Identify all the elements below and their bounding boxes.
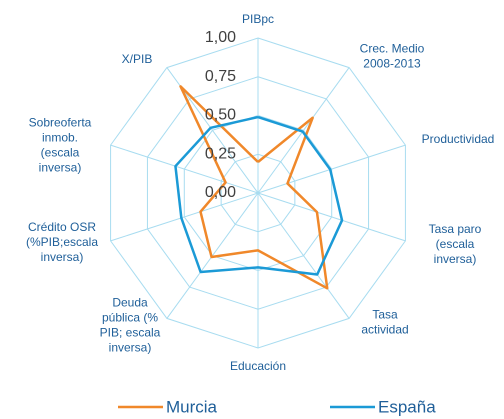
series-line — [174, 115, 344, 276]
spoke — [257, 67, 350, 194]
category-label: Crec. Medio 2008-2013 — [360, 42, 425, 71]
y-tick-label: 0,75 — [205, 68, 236, 85]
y-tick-label: 0,50 — [205, 107, 236, 124]
spoke — [257, 192, 350, 319]
category-label: Tasa paro (escala inversa) — [429, 222, 482, 266]
category-label: Deuda pública (% PIB; escala inversa) — [100, 296, 161, 355]
legend-label: Murcia — [166, 397, 218, 416]
spoke — [257, 144, 406, 194]
spoke — [257, 192, 406, 242]
spoke — [110, 144, 259, 194]
category-label: Crédito OSR (%PIB;escala inversa) — [26, 220, 98, 264]
legend-label: España — [378, 397, 436, 416]
category-label: Sobreoferta inmob. (escala inversa) — [29, 116, 92, 175]
category-label: PIBpc — [242, 12, 274, 26]
category-label: X/PIB — [122, 52, 153, 66]
y-tick-label: 0,25 — [205, 145, 236, 162]
series-line — [179, 85, 329, 290]
category-label: Educación — [230, 359, 286, 373]
y-tick-label: 0,00 — [205, 184, 236, 201]
category-label: Productividad — [422, 132, 495, 146]
y-tick-label: 1,00 — [205, 29, 236, 46]
spoke — [110, 192, 259, 242]
category-label: Tasa actividad — [361, 308, 408, 337]
